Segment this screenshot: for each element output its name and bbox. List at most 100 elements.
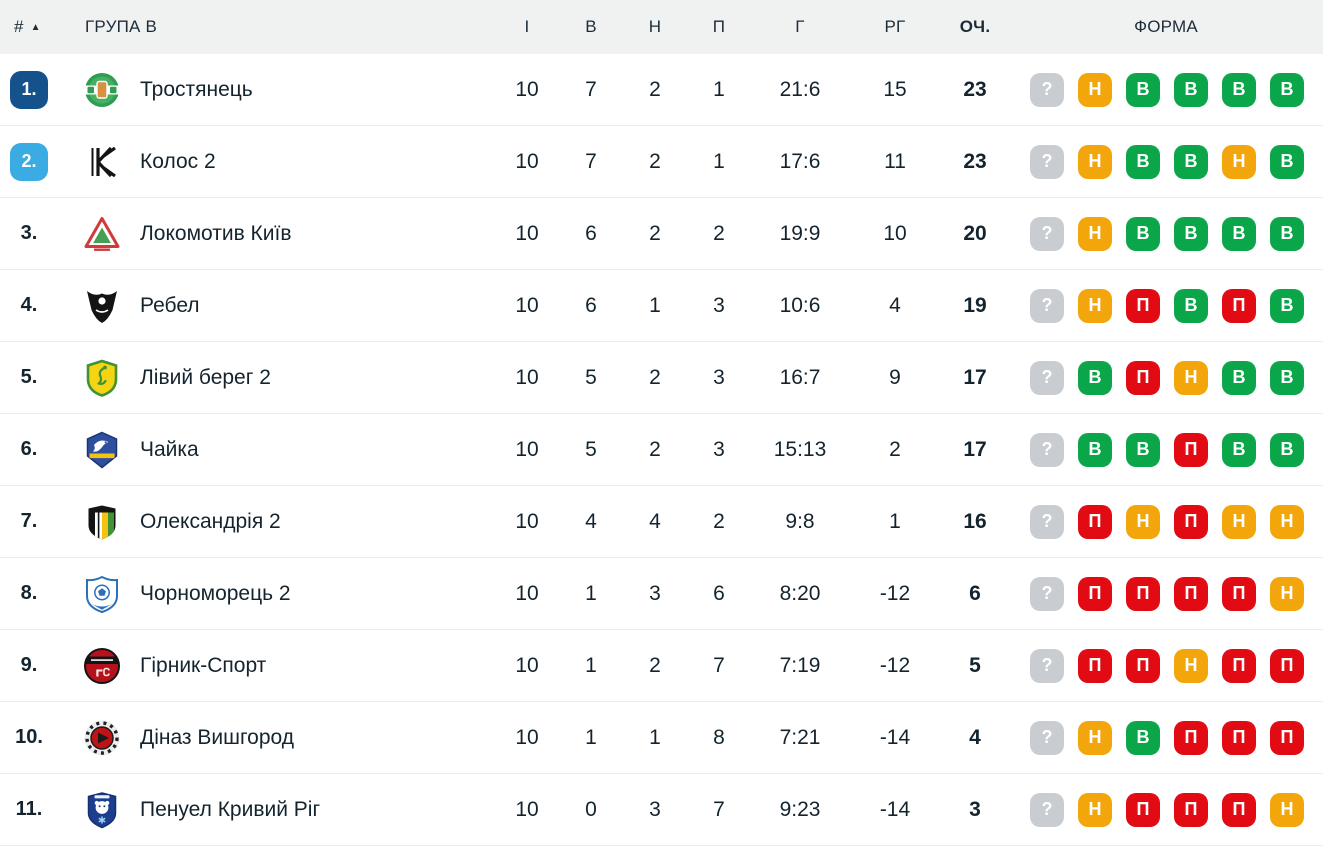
form-badge-draw[interactable]: Н [1078, 72, 1112, 107]
stat-wins: 0 [585, 797, 597, 821]
form-badge-loss[interactable]: П [1174, 720, 1208, 755]
form-badge-win[interactable]: В [1270, 432, 1304, 467]
form-badge-unknown[interactable]: ? [1030, 360, 1064, 395]
form-badge-draw[interactable]: Н [1126, 504, 1160, 539]
form-badge-unknown[interactable]: ? [1030, 648, 1064, 683]
form-badge-loss[interactable]: П [1222, 648, 1256, 683]
rank-sort-header[interactable]: # ▲ [0, 17, 64, 37]
form-badge-unknown[interactable]: ? [1030, 720, 1064, 755]
form-badge-win[interactable]: В [1126, 72, 1160, 107]
stat-goals: 21:6 [779, 77, 821, 101]
form-badge-win[interactable]: В [1222, 72, 1256, 107]
stat-losses: 6 [713, 581, 725, 605]
form-badge-win[interactable]: В [1126, 144, 1160, 179]
team-name[interactable]: Чорноморець 2 [140, 581, 291, 605]
form-badge-win[interactable]: В [1174, 288, 1208, 323]
form-badge-win[interactable]: В [1270, 216, 1304, 251]
form-badge-draw[interactable]: Н [1078, 144, 1112, 179]
form-badge-loss[interactable]: П [1174, 576, 1208, 611]
team-name[interactable]: Олександрія 2 [140, 509, 281, 533]
form-badge-win[interactable]: В [1222, 432, 1256, 467]
team-name[interactable]: Діназ Вишгород [140, 725, 295, 749]
form-badge-draw[interactable]: Н [1174, 648, 1208, 683]
form-badge-unknown[interactable]: ? [1030, 432, 1064, 467]
form-badge-win[interactable]: В [1222, 360, 1256, 395]
form-badge-win[interactable]: В [1270, 288, 1304, 323]
form-badge-draw[interactable]: Н [1222, 144, 1256, 179]
form-badge-win[interactable]: В [1222, 216, 1256, 251]
stat-goals: 7:19 [779, 653, 821, 677]
table-row[interactable]: 7. Олександрія 2 10 4 4 2 9:8 1 16 ? П Н П Н… [0, 486, 1323, 558]
form-badge-loss[interactable]: П [1174, 432, 1208, 467]
form-badge-win[interactable]: В [1174, 144, 1208, 179]
rank-cell: 1. [0, 70, 64, 109]
form-badge-win[interactable]: В [1078, 432, 1112, 467]
form-badge-loss[interactable]: П [1174, 504, 1208, 539]
form-badge-win[interactable]: В [1078, 360, 1112, 395]
form-badge-draw[interactable]: Н [1174, 360, 1208, 395]
team-name[interactable]: Лівий берег 2 [140, 365, 271, 389]
form-badge-draw[interactable]: Н [1078, 792, 1112, 827]
form-badge-loss[interactable]: П [1126, 288, 1160, 323]
form-badge-loss[interactable]: П [1222, 576, 1256, 611]
form-badge-win[interactable]: В [1270, 72, 1304, 107]
form-badge-draw[interactable]: Н [1270, 792, 1304, 827]
table-row[interactable]: 9. Гірник-Спорт 10 1 2 7 7:19 -12 5 ? П П Н… [0, 630, 1323, 702]
form-cell: ? П П Н П П [1009, 648, 1323, 683]
form-badge-loss[interactable]: П [1222, 792, 1256, 827]
team-name[interactable]: Ребел [140, 293, 200, 317]
table-row[interactable]: 8. Чорноморець 2 10 1 3 6 8:20 -12 6 ? П П… [0, 558, 1323, 630]
form-badge-loss[interactable]: П [1078, 504, 1112, 539]
rank-cell: 5. [0, 366, 64, 389]
form-badge-draw[interactable]: Н [1270, 504, 1304, 539]
table-row[interactable]: 10. Діназ Вишгород 10 1 1 8 7:21 -14 4 ?… [0, 702, 1323, 774]
table-body: 1. Тростянець 10 7 2 1 21:6 15 23 ? Н В В В В… [0, 54, 1323, 846]
team-name[interactable]: Тростянець [140, 77, 253, 101]
team-name[interactable]: Чайка [140, 437, 199, 461]
form-badge-win[interactable]: В [1270, 360, 1304, 395]
stat-played: 10 [515, 149, 539, 173]
form-badge-win[interactable]: В [1126, 720, 1160, 755]
form-badge-win[interactable]: В [1174, 216, 1208, 251]
form-badge-win[interactable]: В [1126, 216, 1160, 251]
form-badge-loss[interactable]: П [1126, 648, 1160, 683]
form-badge-loss[interactable]: П [1222, 288, 1256, 323]
table-row[interactable]: 4. Ребел 10 6 1 3 10:6 4 19 ? Н П В П В [0, 270, 1323, 342]
form-badge-loss[interactable]: П [1126, 576, 1160, 611]
form-badge-unknown[interactable]: ? [1030, 144, 1064, 179]
table-row[interactable]: 6. Чайка 10 5 2 3 15:13 2 17 ? В В П В В [0, 414, 1323, 486]
form-badge-unknown[interactable]: ? [1030, 576, 1064, 611]
form-badge-loss[interactable]: П [1078, 648, 1112, 683]
form-badge-win[interactable]: В [1126, 432, 1160, 467]
form-badge-win[interactable]: В [1270, 144, 1304, 179]
form-badge-unknown[interactable]: ? [1030, 792, 1064, 827]
form-badge-unknown[interactable]: ? [1030, 72, 1064, 107]
form-badge-draw[interactable]: Н [1270, 576, 1304, 611]
form-badge-draw[interactable]: Н [1078, 216, 1112, 251]
form-badge-unknown[interactable]: ? [1030, 288, 1064, 323]
form-badge-loss[interactable]: П [1270, 648, 1304, 683]
form-badge-unknown[interactable]: ? [1030, 504, 1064, 539]
team-name[interactable]: Гірник-Спорт [140, 653, 267, 677]
form-badge-draw[interactable]: Н [1222, 504, 1256, 539]
table-row[interactable]: 2. Колос 2 10 7 2 1 17:6 11 23 ? Н В В Н В [0, 126, 1323, 198]
table-row[interactable]: 3. Локомотив Київ 10 6 2 2 19:9 10 20 ? Н… [0, 198, 1323, 270]
chaika-team-logo-icon [64, 430, 140, 470]
form-badge-loss[interactable]: П [1126, 360, 1160, 395]
table-row[interactable]: 5. Лівий берег 2 10 5 2 3 16:7 9 17 ? В П Н… [0, 342, 1323, 414]
team-name[interactable]: Локомотив Київ [140, 221, 292, 245]
table-row[interactable]: 11. Пенуел Кривий Ріг 10 0 3 7 9:23 -14 … [0, 774, 1323, 846]
form-badge-draw[interactable]: Н [1078, 720, 1112, 755]
form-badge-loss[interactable]: П [1222, 720, 1256, 755]
form-badge-loss[interactable]: П [1174, 792, 1208, 827]
form-badge-draw[interactable]: Н [1078, 288, 1112, 323]
form-badge-win[interactable]: В [1174, 72, 1208, 107]
form-badge-loss[interactable]: П [1126, 792, 1160, 827]
table-row[interactable]: 1. Тростянець 10 7 2 1 21:6 15 23 ? Н В В В В [0, 54, 1323, 126]
form-badge-loss[interactable]: П [1078, 576, 1112, 611]
form-badge-loss[interactable]: П [1270, 720, 1304, 755]
team-name[interactable]: Колос 2 [140, 149, 216, 173]
stat-points: 16 [963, 509, 987, 533]
form-badge-unknown[interactable]: ? [1030, 216, 1064, 251]
team-name[interactable]: Пенуел Кривий Ріг [140, 797, 321, 821]
